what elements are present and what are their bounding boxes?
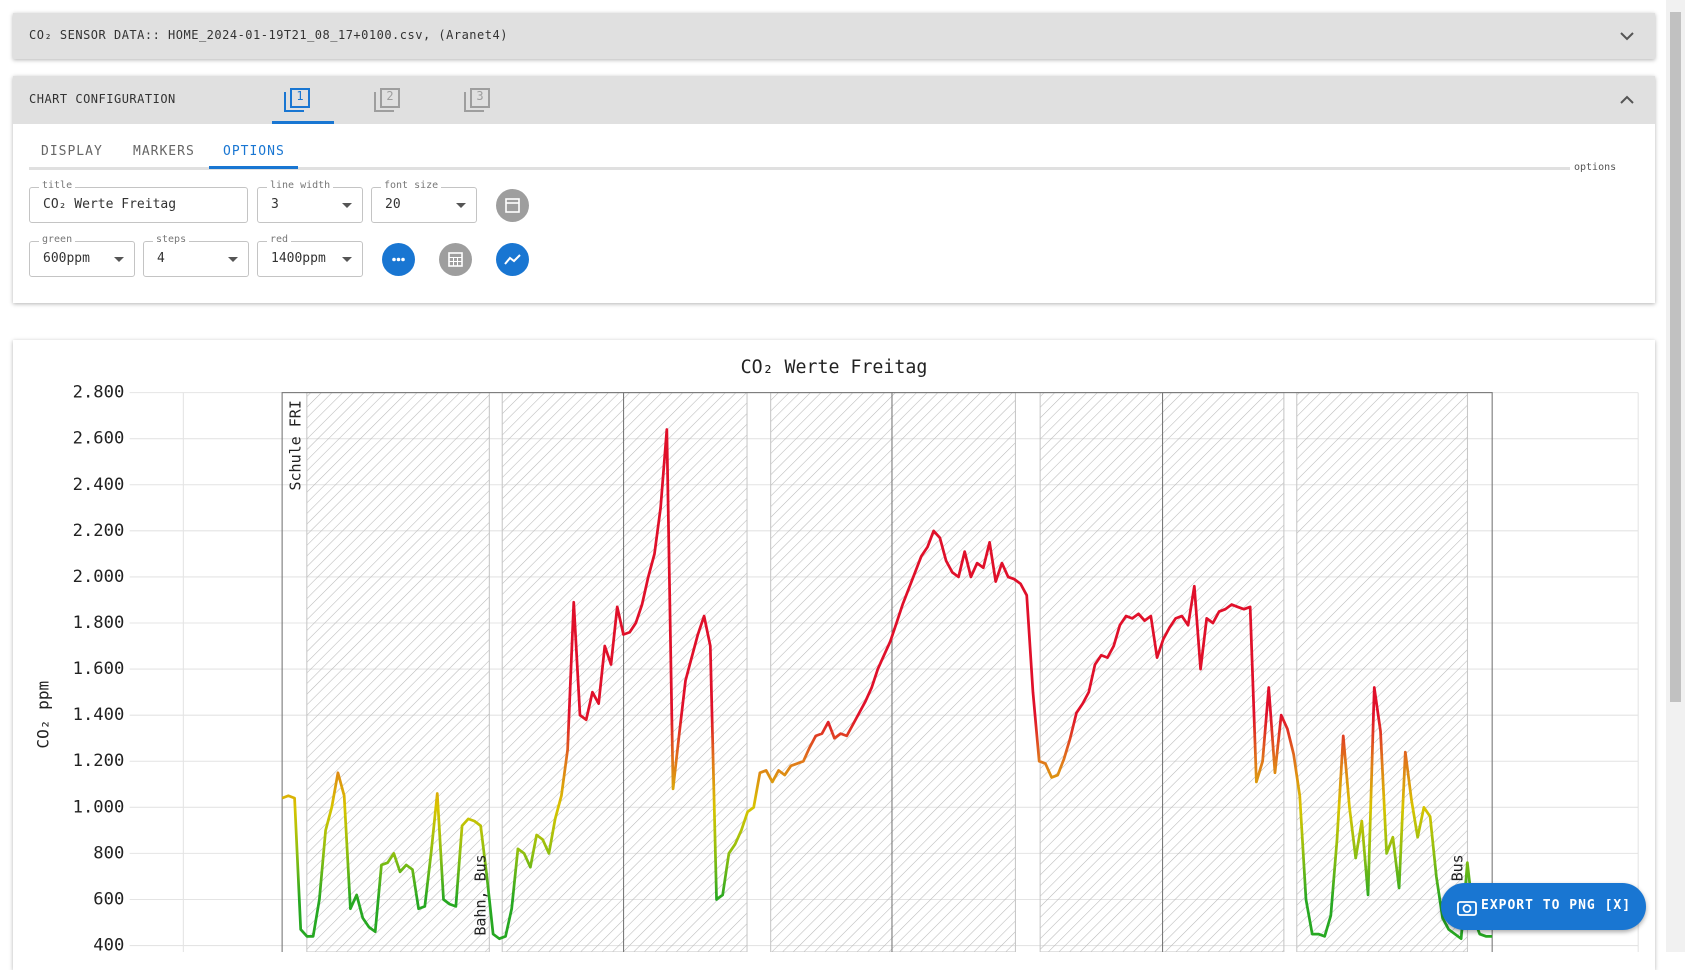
scrollbar-thumb[interactable] — [1670, 12, 1681, 702]
y-tick-label: 1.000 — [73, 797, 125, 817]
marker-region — [770, 392, 1016, 952]
config-panel: CHART CONFIGURATION 1 2 3 DISPLAY MARKERS OP… — [13, 76, 1655, 303]
marker-region — [1296, 392, 1469, 952]
field-label: steps — [153, 234, 190, 245]
y-tick-label: 2.000 — [73, 567, 125, 587]
scrollbar[interactable] — [1666, 0, 1685, 952]
line-width-select[interactable]: line width 3 — [257, 180, 363, 223]
more-button[interactable] — [382, 243, 415, 276]
title-field[interactable]: title CO₂ Werte Freitag — [29, 180, 248, 223]
field-label: green — [39, 234, 76, 245]
data-panel-header[interactable]: CO₂ SENSOR DATA:: HOME_2024-01-19T21_08_… — [13, 13, 1655, 59]
calendar-button[interactable] — [496, 189, 529, 222]
tab-indicator — [209, 166, 298, 169]
y-tick-label: 1.400 — [73, 705, 125, 725]
field-label: title — [39, 180, 76, 191]
tab[interactable]: MARKERS — [133, 144, 195, 159]
field-value: 4 — [157, 251, 165, 266]
field-value: 1400ppm — [271, 251, 326, 266]
y-tick-label: 2.200 — [73, 521, 125, 541]
y-tick-label: 800 — [93, 843, 124, 863]
chart-tab[interactable]: 1 — [284, 88, 310, 112]
y-tick-label: 1.600 — [73, 659, 125, 679]
y-tick-label: 2.800 — [73, 383, 125, 403]
chart-tab-number: 1 — [296, 89, 304, 103]
y-axis-label: CO₂ ppm — [33, 681, 52, 749]
chart-tab-number: 3 — [476, 89, 484, 103]
marker-frame — [281, 392, 1493, 952]
tab[interactable]: OPTIONS — [223, 144, 285, 159]
config-title: CHART CONFIGURATION — [29, 92, 176, 106]
field-label: red — [267, 234, 292, 245]
y-tick-label: 1.200 — [73, 751, 125, 771]
y-tick-label: 2.600 — [73, 429, 125, 449]
config-header[interactable]: CHART CONFIGURATION 1 2 3 — [13, 76, 1655, 124]
chart: CO₂ Werte Freitag CO₂ ppm 400 600 800 1.000… — [33, 357, 1639, 952]
field-value: CO₂ Werte Freitag — [43, 197, 177, 212]
chart-title: CO₂ Werte Freitag — [741, 357, 928, 378]
field-label: font size — [381, 180, 442, 191]
y-tick-label: 400 — [93, 936, 124, 952]
co2-line — [281, 428, 1493, 941]
expand-icon[interactable] — [1619, 29, 1635, 43]
section-label: options — [1570, 162, 1621, 173]
line-chart-button[interactable] — [496, 243, 529, 276]
y-tick-label: 600 — [93, 889, 124, 909]
chart-tab-number: 2 — [386, 89, 394, 103]
annotation: Bahn, Bus — [471, 854, 489, 935]
collapse-icon[interactable] — [1619, 93, 1635, 107]
chart-tab[interactable]: 3 — [464, 88, 490, 112]
field-value: 3 — [271, 197, 279, 212]
annotation: Bus — [1448, 854, 1466, 881]
export-button[interactable]: EXPORT TO PNG [X] — [1441, 883, 1646, 930]
field-label: line width — [267, 180, 334, 191]
font-size-select[interactable]: font size 20 — [371, 180, 477, 223]
green-select[interactable]: green 600ppm — [29, 234, 135, 277]
field-value: 20 — [385, 197, 401, 212]
steps-select[interactable]: steps 4 — [143, 234, 249, 277]
red-select[interactable]: red 1400ppm — [257, 234, 363, 277]
field-value: 600ppm — [43, 251, 90, 266]
data-panel-title: CO₂ SENSOR DATA:: HOME_2024-01-19T21_08_… — [29, 28, 508, 42]
export-label: EXPORT TO PNG [X] — [1481, 898, 1632, 913]
annotation: Schule FRI — [287, 400, 305, 490]
marker-region — [306, 392, 490, 952]
grid-button[interactable] — [439, 243, 472, 276]
tab[interactable]: DISPLAY — [41, 144, 103, 159]
y-tick-label: 1.800 — [73, 613, 125, 633]
marker-region — [501, 392, 748, 952]
chart-tab[interactable]: 2 — [374, 88, 400, 112]
camera-icon — [1457, 901, 1477, 916]
y-tick-label: 2.400 — [73, 475, 125, 495]
chart-tab-indicator — [272, 121, 334, 124]
tab-divider — [29, 167, 1577, 170]
